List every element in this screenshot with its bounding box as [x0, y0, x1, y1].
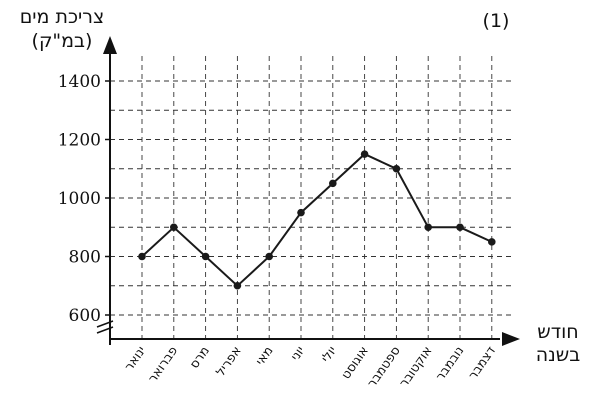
y-tick-label: 1000 — [58, 189, 101, 209]
data-point — [488, 238, 496, 246]
data-point — [360, 150, 369, 158]
y-tick-label: 1200 — [58, 131, 101, 151]
y-axis-title-line2: (במ"ק) — [32, 30, 93, 52]
data-point — [424, 223, 433, 232]
y-tick-labels: 600 800 1000 1200 1400 — [58, 72, 110, 326]
series-water-consumption — [138, 150, 496, 290]
x-tick-label: אוקטובר — [396, 343, 435, 390]
data-point — [138, 252, 146, 261]
x-tick-label: דצמבר — [465, 343, 499, 382]
axis-break-mark — [96, 320, 114, 334]
y-tick-label: 800 — [69, 248, 101, 268]
x-tick-label: מרס — [186, 343, 212, 371]
figure-number: (1) — [483, 10, 510, 32]
grid — [110, 56, 513, 339]
x-tick-label: פברואר — [145, 343, 181, 385]
x-tick-label: יוני — [287, 343, 307, 363]
y-axis-arrow — [103, 36, 117, 54]
data-point — [170, 223, 178, 232]
data-point — [233, 281, 242, 290]
series-line — [141, 152, 493, 288]
x-tick-label: ינואר — [121, 343, 149, 373]
data-point — [329, 179, 337, 188]
data-point — [392, 164, 401, 173]
x-tick-label: מאי — [252, 343, 276, 368]
x-tick-label: יולי — [318, 343, 340, 365]
x-tick-label: אוגוסט — [338, 343, 371, 382]
data-point — [201, 252, 210, 261]
x-axis-title-line2: בשנה — [536, 344, 580, 366]
x-axis-arrow — [502, 332, 520, 346]
data-point — [297, 208, 305, 217]
y-tick-label: 1400 — [58, 72, 101, 92]
x-axis-title-line1: חודש — [537, 321, 578, 343]
y-axis-title-line1: צריכת מים — [20, 6, 105, 28]
x-tick-label: נובמבר — [432, 343, 466, 383]
y-tick-label: 600 — [69, 306, 101, 326]
data-point — [456, 223, 464, 232]
data-point — [265, 252, 274, 261]
x-tick-label: אפריל — [213, 343, 244, 379]
